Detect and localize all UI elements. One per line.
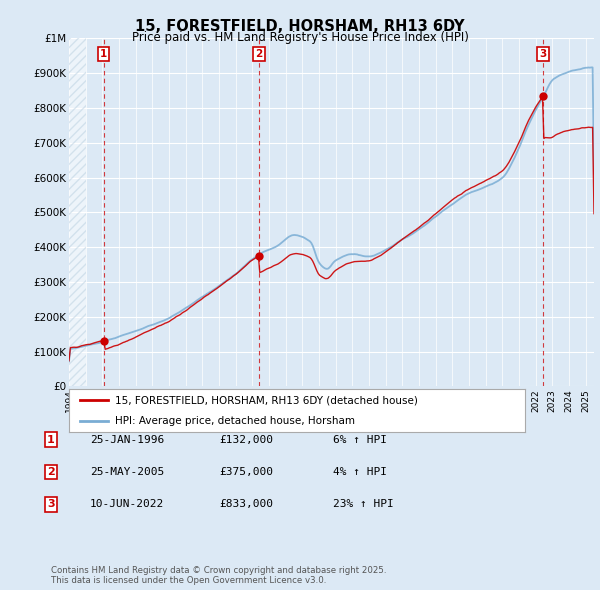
Text: 1: 1	[47, 435, 55, 444]
Text: £375,000: £375,000	[219, 467, 273, 477]
Text: 15, FORESTFIELD, HORSHAM, RH13 6DY (detached house): 15, FORESTFIELD, HORSHAM, RH13 6DY (deta…	[115, 395, 418, 405]
Text: 2: 2	[47, 467, 55, 477]
Text: HPI: Average price, detached house, Horsham: HPI: Average price, detached house, Hors…	[115, 417, 355, 426]
Bar	[69, 38, 86, 386]
Text: 4% ↑ HPI: 4% ↑ HPI	[333, 467, 387, 477]
Text: Price paid vs. HM Land Registry's House Price Index (HPI): Price paid vs. HM Land Registry's House …	[131, 31, 469, 44]
Text: £833,000: £833,000	[219, 500, 273, 509]
Text: 10-JUN-2022: 10-JUN-2022	[90, 500, 164, 509]
Text: 1: 1	[100, 49, 107, 59]
Text: £132,000: £132,000	[219, 435, 273, 444]
Text: 25-JAN-1996: 25-JAN-1996	[90, 435, 164, 444]
Text: 23% ↑ HPI: 23% ↑ HPI	[333, 500, 394, 509]
Text: 6% ↑ HPI: 6% ↑ HPI	[333, 435, 387, 444]
Text: 2: 2	[256, 49, 263, 59]
Text: 15, FORESTFIELD, HORSHAM, RH13 6DY: 15, FORESTFIELD, HORSHAM, RH13 6DY	[135, 19, 465, 34]
Text: 25-MAY-2005: 25-MAY-2005	[90, 467, 164, 477]
Text: 3: 3	[47, 500, 55, 509]
Text: Contains HM Land Registry data © Crown copyright and database right 2025.
This d: Contains HM Land Registry data © Crown c…	[51, 566, 386, 585]
Text: 3: 3	[539, 49, 547, 59]
